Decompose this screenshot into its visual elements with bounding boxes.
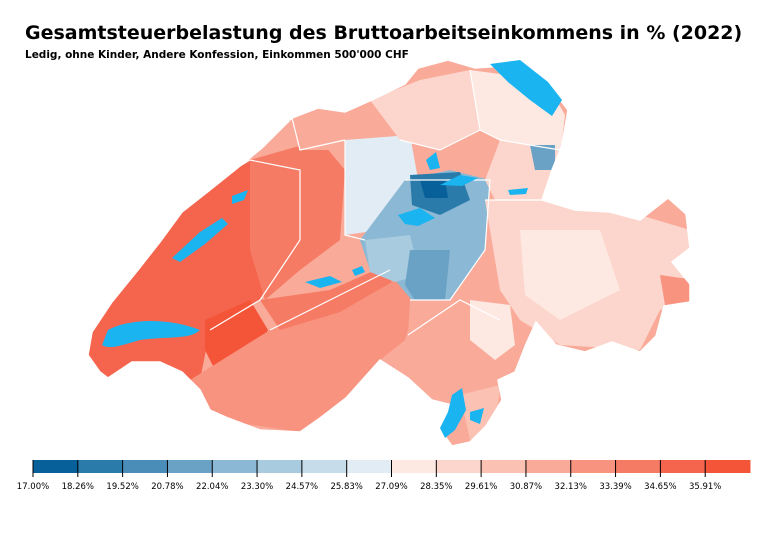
legend-swatch-1 (77, 460, 124, 473)
legend-swatch-11 (525, 460, 572, 473)
region-engadin (660, 275, 690, 305)
legend-tick-label: 17.00% (17, 482, 49, 492)
map-subtitle: Ledig, ohne Kinder, Andere Konfession, E… (25, 49, 409, 61)
legend-tick-label: 35.91% (689, 482, 721, 492)
legend-swatch-12 (570, 460, 617, 473)
lakes (102, 60, 562, 438)
region-leventina (470, 300, 515, 360)
region-valais (180, 270, 420, 432)
legend-swatch-6 (301, 460, 348, 473)
legend-tick-label: 18.26% (62, 482, 94, 492)
lake-neuchatel (172, 218, 228, 262)
map-title: Gesamtsteuerbelastung des Bruttoarbeitse… (25, 22, 743, 44)
legend-tick-label: 27.09% (375, 482, 407, 492)
lake-maggiore (440, 388, 466, 438)
lake-zurich (440, 175, 478, 186)
country-border (87, 59, 691, 447)
legend-tick-label: 30.87% (510, 482, 542, 492)
legend-swatch-0 (33, 460, 79, 473)
region-aargau-solothurn (345, 135, 420, 235)
region-bern-south (260, 268, 392, 330)
legend-tick-label: 20.78% (151, 482, 183, 492)
legend-swatch-9 (436, 460, 482, 473)
region-zurich (370, 70, 480, 150)
region-basel (290, 100, 375, 150)
region-obwalden (365, 235, 420, 282)
legend-tick-label: 34.65% (644, 482, 676, 492)
lake-brienz (352, 266, 365, 276)
region-appenzell (530, 145, 555, 170)
legend-swatch-13 (615, 460, 661, 473)
lake-walen (508, 188, 528, 195)
lake-geneva (102, 321, 200, 348)
legend-tick-label: 28.35% (420, 482, 452, 492)
lake-lucerne (398, 208, 435, 226)
lake-zug (426, 152, 440, 170)
canton-regions (88, 60, 690, 446)
region-bern (250, 140, 345, 300)
region-graubuenden-central (520, 230, 620, 320)
legend-swatch-7 (346, 460, 392, 473)
lake-biel (232, 190, 248, 204)
legend-swatch-8 (391, 460, 437, 473)
legend-tick-label: 22.04% (196, 482, 228, 492)
legend-tick-label: 29.61% (465, 482, 497, 492)
legend-swatch-2 (122, 460, 168, 473)
lake-thun (305, 276, 342, 288)
legend-swatch-5 (257, 460, 303, 473)
color-legend: 17.00% 18.26% 19.52% 20.78% 22.04% 23.30% 24.5… (17, 460, 751, 492)
lake-constance (490, 60, 562, 116)
legend-swatch-14 (660, 460, 706, 473)
canton-borders (199, 69, 641, 336)
legend-tick-label: 24.57% (286, 482, 318, 492)
legend-swatch-4 (212, 460, 258, 473)
legend-tick-label: 32.13% (555, 482, 587, 492)
legend-swatch-10 (481, 460, 527, 473)
legend-tick-label: 23.30% (241, 482, 273, 492)
legend-tick-label: 33.39% (599, 482, 631, 492)
legend-swatch-15 (705, 460, 751, 473)
region-uri (405, 250, 450, 308)
lake-lugano (470, 408, 484, 424)
legend-tick-label: 25.83% (330, 482, 362, 492)
legend-swatch-3 (167, 460, 213, 473)
legend-tick-label: 19.52% (106, 482, 138, 492)
